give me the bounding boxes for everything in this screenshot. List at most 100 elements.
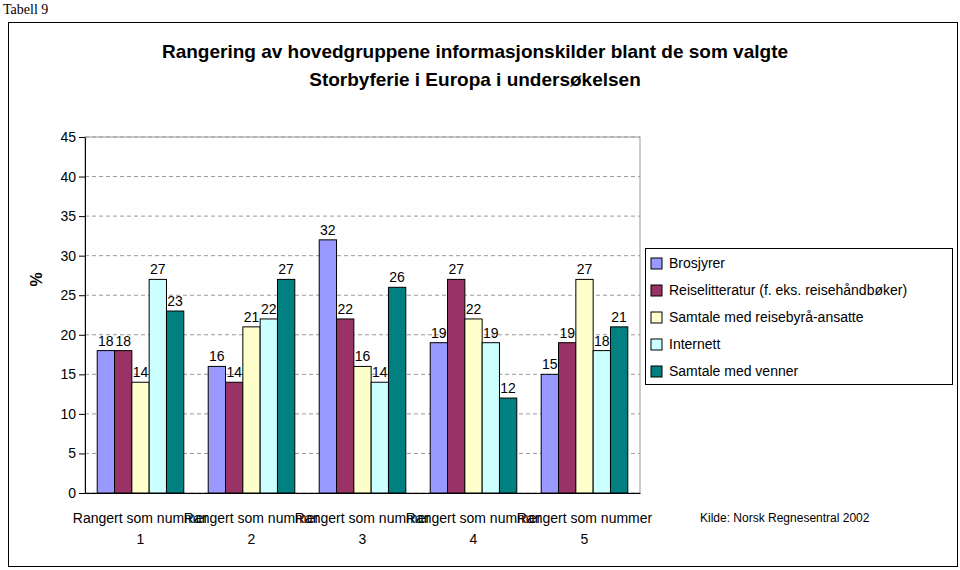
legend-label: Samtale med venner <box>669 363 799 379</box>
bar <box>482 343 499 493</box>
legend-item: Samtale med reisebyrå-ansatte <box>651 309 864 325</box>
bar <box>559 343 576 493</box>
bar <box>499 398 516 493</box>
x-tick-label-line: Rangert som nummer <box>517 510 653 526</box>
legend-label: Brosjyrer <box>669 255 725 271</box>
y-tick: 35 <box>60 208 85 224</box>
data-label: 27 <box>448 261 464 277</box>
grid-line <box>85 176 640 177</box>
bar <box>226 382 243 493</box>
data-label: 22 <box>337 301 353 317</box>
grid-line <box>85 216 640 217</box>
y-tick: 5 <box>68 445 85 461</box>
data-label: 14 <box>133 364 149 380</box>
legend-swatch <box>651 312 662 323</box>
y-tick-label: 20 <box>60 327 76 343</box>
y-axis-line <box>85 138 86 494</box>
y-tick: 20 <box>60 327 85 343</box>
bar <box>610 327 627 493</box>
legend-item: Internett <box>651 336 720 352</box>
data-label: 18 <box>98 333 114 349</box>
plot-frame <box>85 137 640 493</box>
y-tick-label: 40 <box>60 169 76 185</box>
x-tick: Rangert som nummer5 <box>517 493 653 547</box>
data-label: 14 <box>226 364 242 380</box>
bar <box>208 366 225 493</box>
data-label: 23 <box>167 293 183 309</box>
legend-item: Samtale med venner <box>651 363 799 379</box>
data-label: 21 <box>244 309 260 325</box>
y-axis-title: % <box>28 272 45 286</box>
y-tick-label: 35 <box>60 208 76 224</box>
source-note: Kilde: Norsk Regnesentral 2002 <box>700 511 870 525</box>
y-axis: 051015202530354045 <box>60 129 85 501</box>
x-tick-label-line: 4 <box>470 531 478 547</box>
legend-frame <box>646 249 953 385</box>
y-tick-label: 25 <box>60 287 76 303</box>
y-tick-label: 15 <box>60 366 76 382</box>
bars <box>97 240 628 493</box>
legend-label: Samtale med reisebyrå-ansatte <box>669 309 864 325</box>
data-label: 27 <box>577 261 593 277</box>
grid <box>85 137 640 493</box>
x-tick-label-line: 1 <box>137 531 145 547</box>
bar <box>97 351 114 493</box>
y-tick-mark <box>79 295 85 296</box>
legend-swatch <box>651 285 662 296</box>
bar <box>149 279 166 493</box>
y-tick: 25 <box>60 287 85 303</box>
x-tick-label-line: 2 <box>248 531 256 547</box>
bar <box>166 311 183 493</box>
y-tick-mark <box>79 216 85 217</box>
data-label: 26 <box>389 269 405 285</box>
chart-frame <box>9 23 958 567</box>
data-label: 19 <box>483 325 499 341</box>
data-label: 14 <box>372 364 388 380</box>
y-tick-label: 5 <box>68 445 76 461</box>
chart: Tabell 9 Kilde: Norsk Regnesentral 2002 Ra… <box>0 0 960 570</box>
y-tick-label: 0 <box>68 485 76 501</box>
data-label: 15 <box>542 356 558 372</box>
grid-line <box>85 255 640 256</box>
chart-title: Rangering av hovedgruppene informasjonsk… <box>162 41 788 62</box>
data-label: 21 <box>611 309 627 325</box>
y-tick-label: 45 <box>60 129 76 145</box>
data-label: 27 <box>150 261 166 277</box>
data-label: 19 <box>559 325 575 341</box>
legend-swatch <box>651 258 662 269</box>
chart-title: Storbyferie i Europa i undersøkelsen <box>309 69 641 90</box>
data-label: 27 <box>278 261 294 277</box>
y-tick: 30 <box>60 248 85 264</box>
data-labels: 1816321915181422271914211622272722141918… <box>98 222 627 396</box>
y-tick-mark <box>79 374 85 375</box>
bar <box>371 382 388 493</box>
data-label: 16 <box>209 348 225 364</box>
data-label: 22 <box>261 301 277 317</box>
y-tick: 45 <box>60 129 85 145</box>
bar <box>388 287 405 493</box>
y-tick: 40 <box>60 169 85 185</box>
legend-label: Reiselitteratur (f. eks. reisehåndbøker) <box>669 282 907 298</box>
legend-label: Internett <box>669 336 720 352</box>
bar <box>260 319 277 493</box>
y-tick-mark <box>79 137 85 138</box>
y-tick: 0 <box>68 485 85 501</box>
legend-item: Reiselitteratur (f. eks. reisehåndbøker) <box>651 282 907 298</box>
legend-item: Brosjyrer <box>651 255 725 271</box>
bar <box>132 382 149 493</box>
x-axis-line <box>86 493 641 494</box>
y-tick-mark <box>79 177 85 178</box>
data-label: 16 <box>355 348 371 364</box>
x-tick-label-line: 3 <box>359 531 367 547</box>
bar <box>593 351 610 493</box>
bar <box>576 279 593 493</box>
y-tick-mark <box>79 414 85 415</box>
legend-swatch <box>651 339 662 350</box>
bar <box>243 327 260 493</box>
legend-swatch <box>651 366 662 377</box>
data-label: 12 <box>500 380 516 396</box>
y-tick-mark <box>79 335 85 336</box>
x-axis: Rangert som nummer1Rangert som nummer2Ra… <box>73 493 653 547</box>
data-label: 32 <box>320 222 336 238</box>
table-label: Tabell 9 <box>3 2 48 17</box>
